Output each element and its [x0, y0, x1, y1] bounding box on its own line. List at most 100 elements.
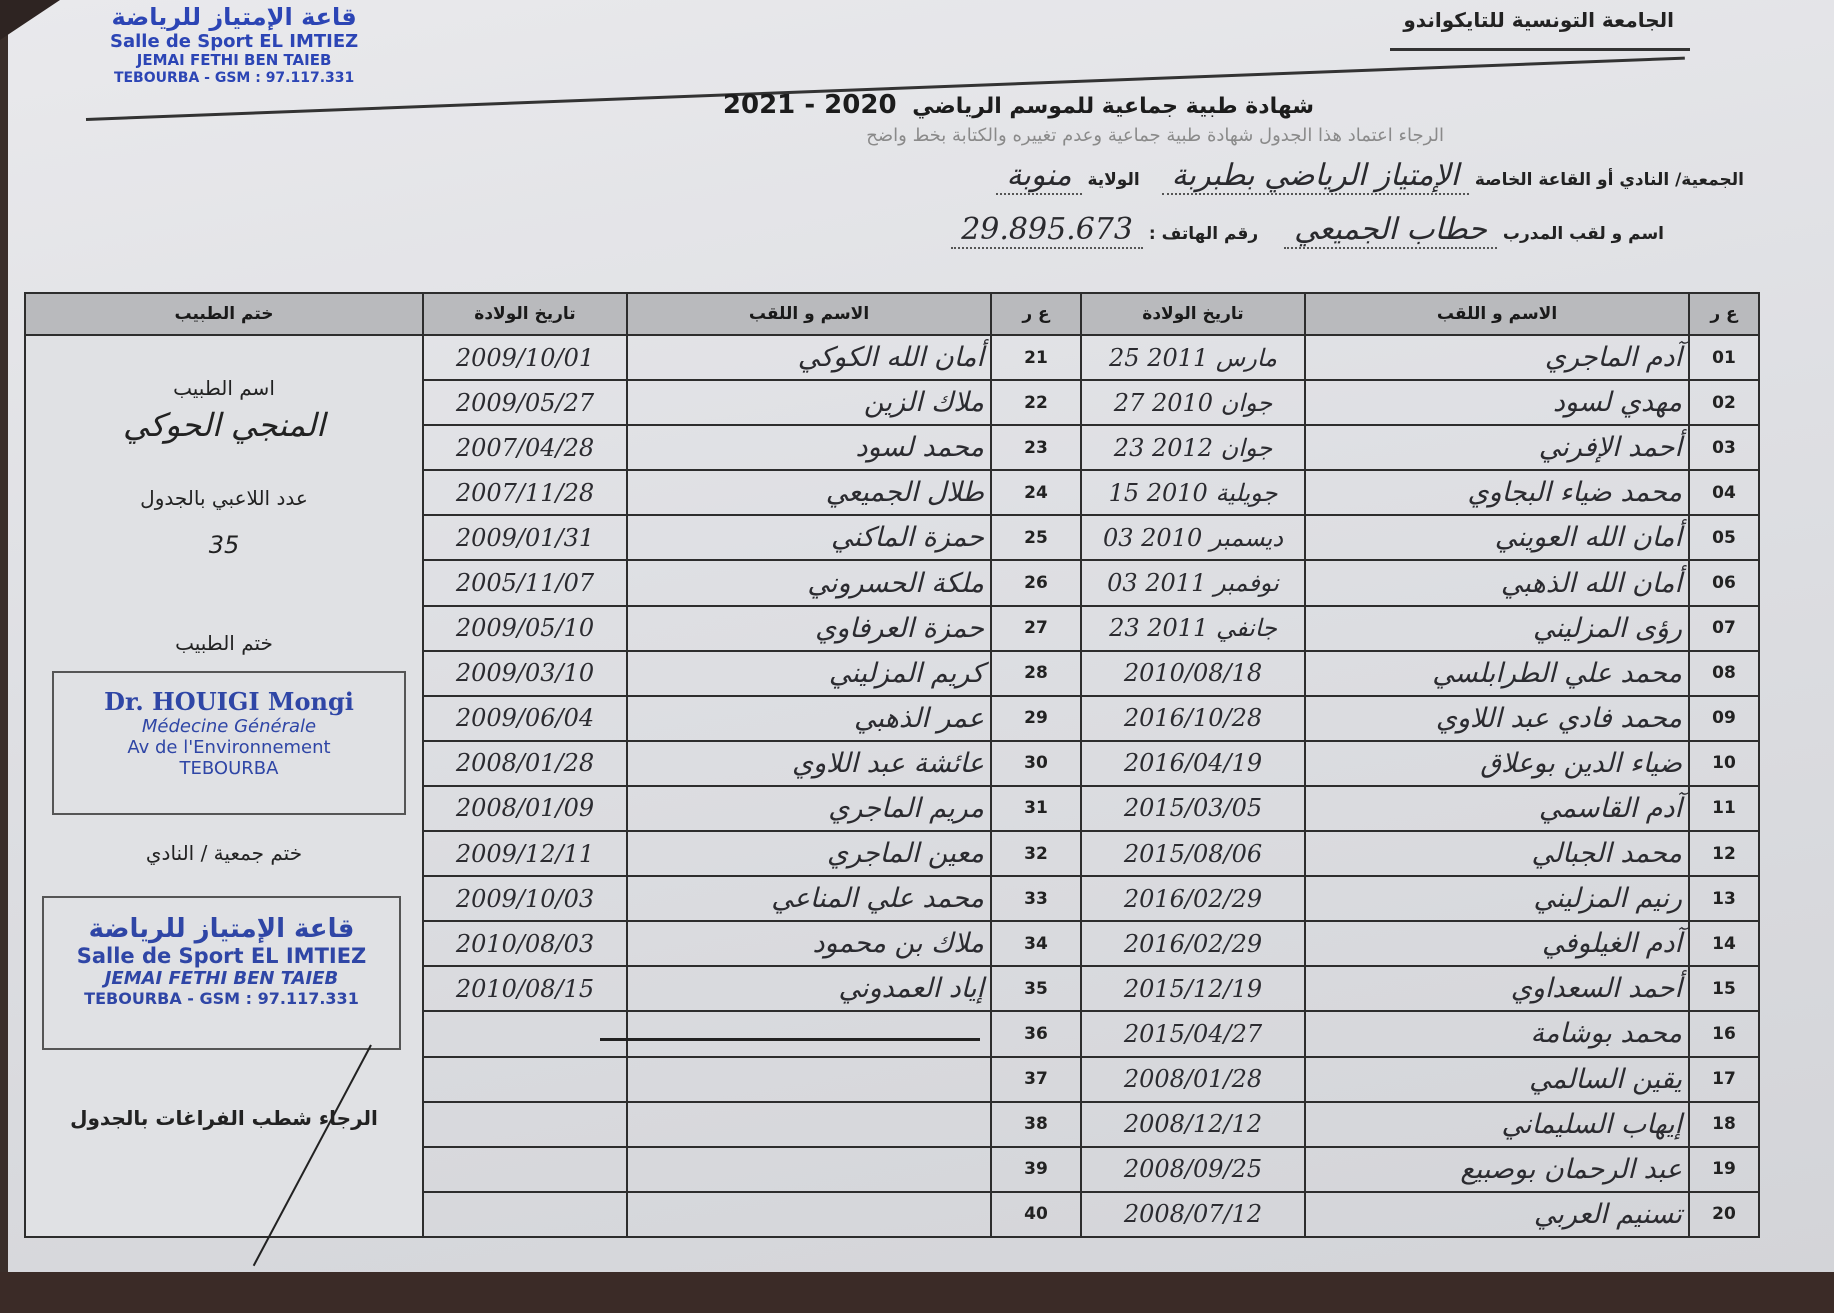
player-name: عمر الذهبي	[626, 694, 992, 742]
birth-date: 2015/08/06	[1080, 830, 1306, 878]
player-name: أحمد السعداوي	[1304, 965, 1690, 1013]
row-number: 11	[1688, 784, 1760, 833]
stamp-line: TEBOURBA	[179, 758, 279, 779]
phone-label: رقم الهاتف :	[1148, 224, 1259, 244]
player-name: رؤى المزليني	[1304, 604, 1690, 652]
birth-date: 2007/11/28	[422, 469, 628, 517]
birth-date: 2008/01/09	[422, 784, 628, 833]
club-stamp-label: ختم جمعية / النادي	[145, 841, 303, 865]
row-number: 10	[1688, 739, 1760, 787]
doctor-stamp-cell: اسم الطبيب المنجي الحوكي عدد اللاعبي بال…	[24, 334, 424, 1238]
player-name: محمد فادي عبد اللاوي	[1304, 694, 1690, 742]
row-number: 12	[1688, 830, 1760, 878]
table-row: 14 آدم الغيلوفي 2016/02/29 34 ملاك بن محمود 2…	[25, 920, 1760, 968]
row-number: 26	[990, 559, 1082, 607]
row-number: 05	[1688, 514, 1760, 562]
player-name: إياد العمدوني	[626, 965, 992, 1013]
player-count-value: 35	[208, 531, 240, 559]
phone-value: 29.895.673	[951, 212, 1143, 249]
table-row: 11 آدم القاسمي 2015/03/05 31 مريم الماجري 200…	[25, 784, 1760, 833]
stamp-line: Salle de Sport EL IMTIEZ	[76, 944, 367, 968]
player-name: يقين السالمي	[1304, 1055, 1690, 1103]
birth-date: 2016/02/29	[1080, 920, 1306, 968]
player-name: آدم الغيلوفي	[1304, 920, 1690, 968]
doctor-panel: اسم الطبيب المنجي الحوكي عدد اللاعبي بال…	[32, 336, 416, 1236]
divider	[1390, 48, 1690, 51]
row-number: 28	[990, 649, 1082, 697]
birth-date: 03 نوفمبر 2011	[1080, 559, 1306, 607]
birth-date: 2008/12/12	[1080, 1100, 1306, 1148]
birth-date	[422, 1010, 628, 1058]
table-row: 16 محمد بوشامة 2015/04/27 36	[25, 1010, 1760, 1058]
governorate-value: منوبة	[996, 158, 1082, 195]
stamp-line: Salle de Sport EL IMTIEZ	[110, 30, 359, 52]
row-number: 31	[990, 784, 1082, 833]
row-number: 23	[990, 424, 1082, 472]
player-name: رنيم المزليني	[1304, 875, 1690, 923]
federation-name: الجامعة التونسية للتايكواندو	[1403, 8, 1674, 32]
stamp-line: Av de l'Environnement	[127, 737, 331, 758]
table-row: 02 مهدي لسود 27 جوان 2010 22 ملاك الزين 2009/…	[25, 379, 1760, 427]
row-number: 15	[1688, 965, 1760, 1013]
table-row: 10 ضياء الدين بوعلاق 2016/04/19 30 عائشة عبد…	[25, 739, 1760, 787]
row-number: 02	[1688, 379, 1760, 427]
birth-date: 03 ديسمبر 2010	[1080, 514, 1306, 562]
birth-date: 23 جوان 2012	[1080, 424, 1306, 472]
row-number: 09	[1688, 694, 1760, 742]
player-name: عائشة عبد اللاوي	[626, 739, 992, 787]
row-number: 19	[1688, 1145, 1760, 1193]
club-stamp-top: قاعة الإمتياز للرياضة Salle de Sport EL …	[110, 3, 359, 86]
birth-date: 2009/05/27	[422, 379, 628, 427]
row-number: 30	[990, 739, 1082, 787]
stamp-line: قاعة الإمتياز للرياضة	[88, 914, 355, 944]
birth-date: 15 جويلية 2010	[1080, 469, 1306, 517]
player-name	[626, 1055, 992, 1103]
table-row: 13 رنيم المزليني 2016/02/29 33 محمد علي المن…	[25, 875, 1760, 923]
birth-date: 27 جوان 2010	[1080, 379, 1306, 427]
birth-date	[422, 1100, 628, 1148]
strike-blanks-note: الرجاء شطب الفراغات بالجدول	[70, 1106, 378, 1130]
player-name: حمزة الماكني	[626, 514, 992, 562]
birth-date: 2010/08/15	[422, 965, 628, 1013]
player-name: ملكة الحسروني	[626, 559, 992, 607]
player-name	[626, 1145, 992, 1193]
player-name: عبد الرحمان بوصبيع	[1304, 1145, 1690, 1193]
row-number: 01	[1688, 333, 1760, 382]
player-name: حمزة العرفاوي	[626, 604, 992, 652]
player-name: محمد علي الطرابلسي	[1304, 649, 1690, 697]
table-row: 07 رؤى المزليني 23 جانفي 2011 27 حمزة العرفا…	[25, 604, 1760, 652]
birth-date: 2015/03/05	[1080, 784, 1306, 833]
header-doctor-stamp: ختم الطبيب	[24, 292, 424, 336]
header-num: ع ر	[1688, 292, 1760, 336]
player-name: أحمد الإفرني	[1304, 424, 1690, 472]
instruction: الرجاء اعتماد هذا الجدول شهادة طبية جماع…	[866, 125, 1444, 146]
player-name: ضياء الدين بوعلاق	[1304, 739, 1690, 787]
player-name: ملاك بن محمود	[626, 920, 992, 968]
player-count-label: عدد اللاعبي بالجدول	[140, 486, 308, 510]
row-number: 17	[1688, 1055, 1760, 1103]
row-number: 14	[1688, 920, 1760, 968]
row-number: 18	[1688, 1100, 1760, 1148]
stamp-line: Dr. HOUIGI Mongi	[104, 687, 354, 716]
table-row: 01 آدم الماجري 25 مارس 2011 21 أمان الله الك…	[24, 333, 1760, 1238]
row-number: 07	[1688, 604, 1760, 652]
row-number: 27	[990, 604, 1082, 652]
row-number: 39	[990, 1145, 1082, 1193]
table-row: 04 محمد ضياء البجاوي 15 جويلية 2010 24 طلال …	[25, 469, 1760, 517]
player-name: أمان الله الكوكي	[626, 333, 992, 382]
player-name: طلال الجميعي	[626, 469, 992, 517]
birth-date: 2016/02/29	[1080, 875, 1306, 923]
row-number: 33	[990, 875, 1082, 923]
title-text: شهادة طبية جماعية للموسم الرياضي	[912, 94, 1314, 119]
birth-date: 2008/09/25	[1080, 1145, 1306, 1193]
header-dob: تاريخ الولادة	[1080, 292, 1306, 336]
player-name	[626, 1010, 992, 1058]
birth-date: 2009/10/03	[422, 875, 628, 923]
birth-date: 2009/03/10	[422, 649, 628, 697]
birth-date: 2009/10/01	[422, 333, 628, 382]
table-row: 15 أحمد السعداوي 2015/12/19 35 إياد العمدوني…	[25, 965, 1760, 1013]
row-number: 32	[990, 830, 1082, 878]
row-number: 03	[1688, 424, 1760, 472]
coach-value: حطاب الجميعي	[1284, 212, 1497, 249]
table-row: 17 يقين السالمي 2008/01/28 37	[25, 1055, 1760, 1103]
